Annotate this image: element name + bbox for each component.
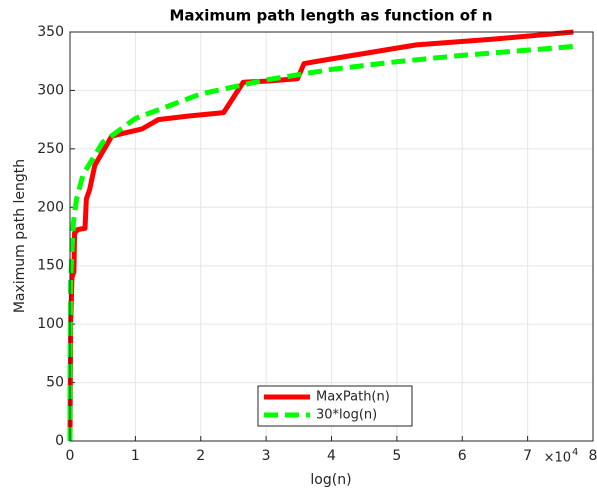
legend-label: MaxPath(n)	[316, 390, 390, 405]
x-tick-label: 8	[589, 448, 597, 464]
y-axis-label: Maximum path length	[12, 159, 28, 313]
series-line	[67, 43, 574, 442]
x-tick-label: 6	[458, 448, 467, 464]
y-tick-label: 100	[37, 316, 64, 332]
series-line	[67, 29, 574, 442]
x-tick-label: 1	[131, 448, 140, 464]
x-tick-label: 2	[196, 448, 205, 464]
y-tick-label: 300	[37, 82, 64, 98]
x-tick-label: 5	[392, 448, 401, 464]
y-tick-label: 50	[46, 375, 64, 391]
x-multiplier-exponent: 4	[572, 447, 578, 458]
x-tick-label: 0	[66, 448, 75, 464]
axes-box	[69, 31, 594, 442]
legend-label: 30*log(n)	[316, 408, 377, 423]
x-axis-label: log(n)	[310, 472, 351, 488]
y-tick-label: 200	[37, 199, 64, 215]
x-tick-label: 3	[262, 448, 271, 464]
x-tick-label: 4	[327, 448, 336, 464]
x-multiplier: ×10	[544, 451, 571, 466]
y-tick-label: 250	[37, 141, 64, 157]
legend-box	[257, 385, 413, 427]
chart-title: Maximum path length as function of n	[169, 7, 492, 25]
plot-lines	[67, 29, 574, 442]
y-tick-label: 350	[37, 24, 64, 40]
legend: MaxPath(n) 30*log(n)	[257, 385, 413, 427]
y-tick-label: 0	[55, 433, 64, 449]
y-tick-label: 150	[37, 258, 64, 274]
x-tick-label: 7	[523, 448, 532, 464]
